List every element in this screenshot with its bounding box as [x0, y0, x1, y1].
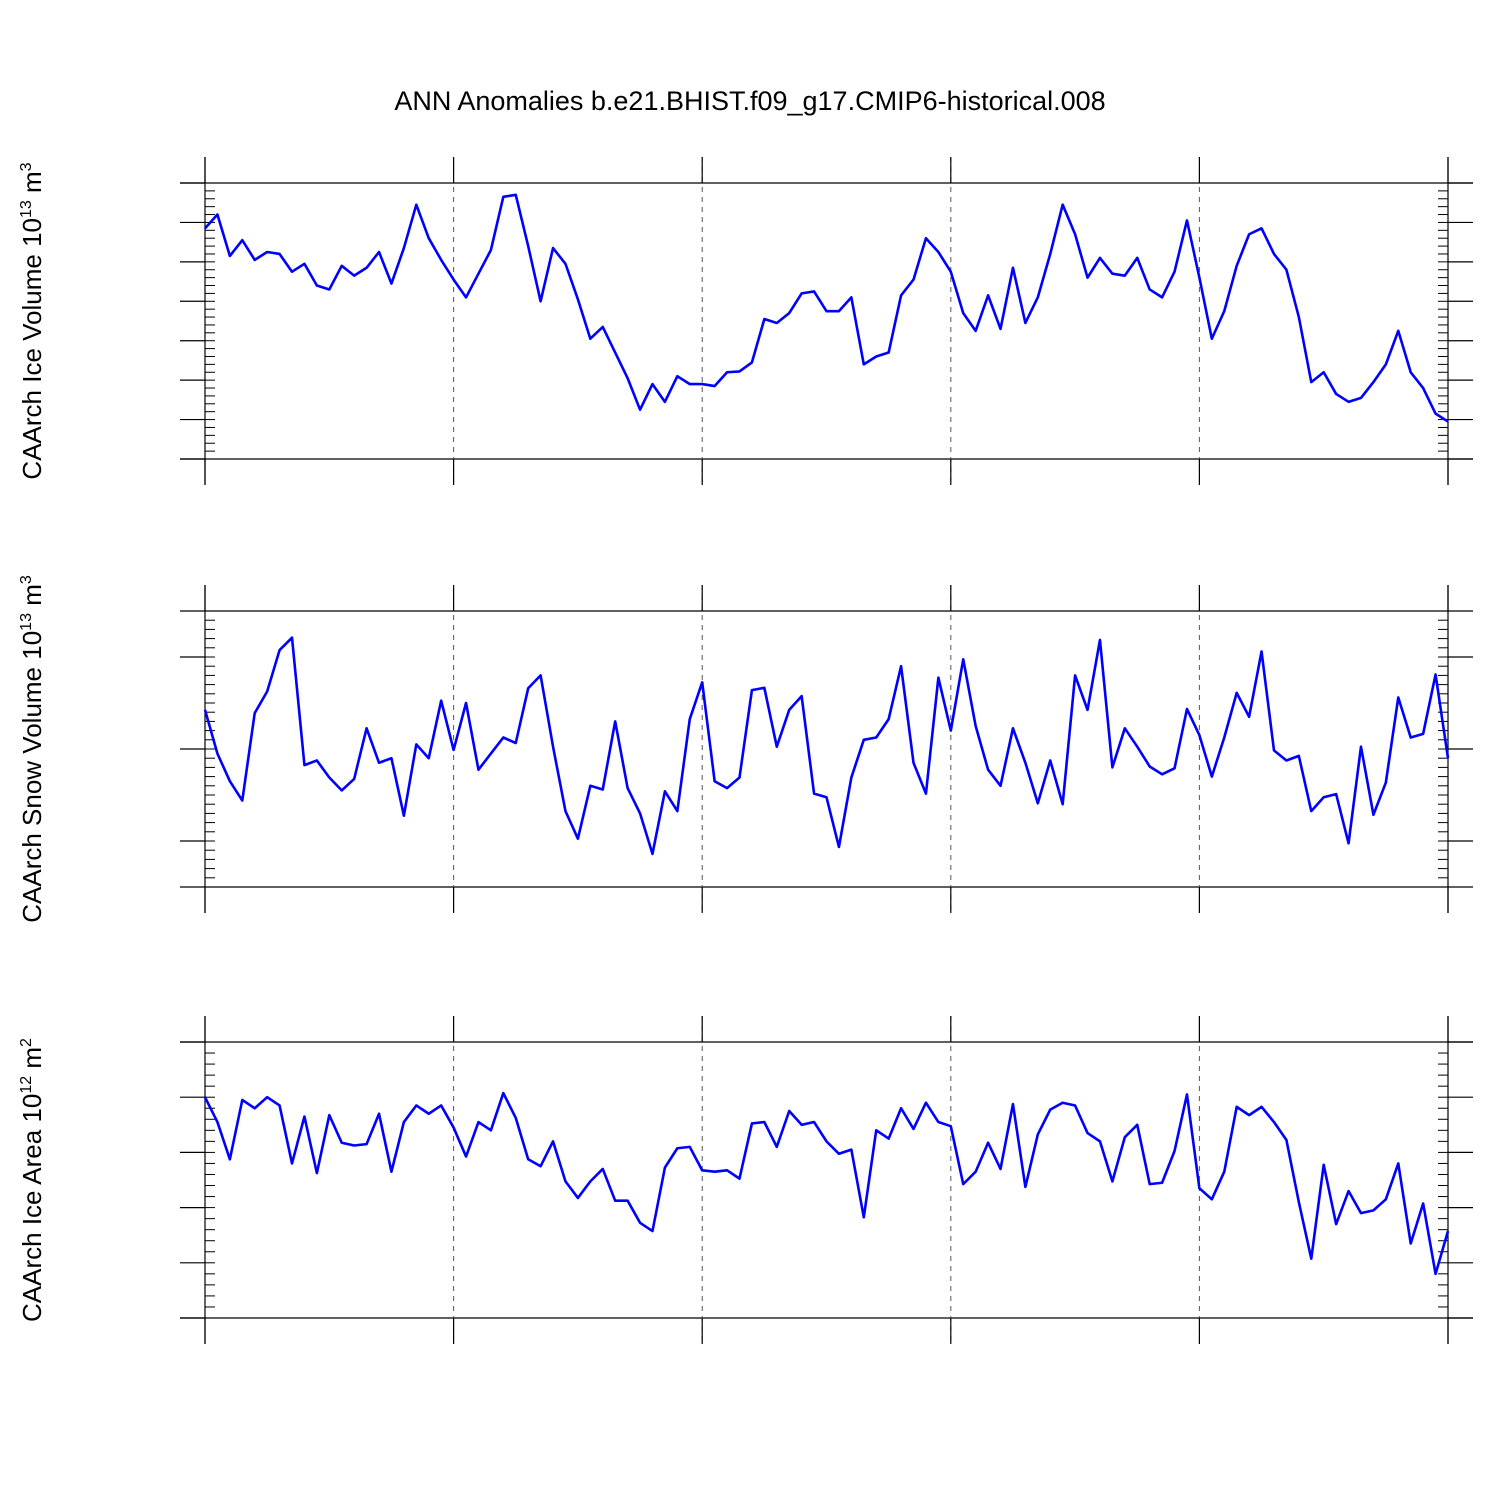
series-line-snow_volume [203, 636, 1450, 856]
ylab-exponent: 13 [18, 200, 35, 218]
ylab-unit-exponent: 3 [18, 162, 35, 171]
ylab-exponent: 13 [18, 613, 35, 631]
chart-panel-1: CAArch Ice Volume 1013 m3 [17, 157, 1473, 485]
ylab-text: CAArch Ice Area 10 [17, 1094, 47, 1322]
series-line-ice_volume [204, 193, 1449, 423]
ylab-text: CAArch Ice Volume 10 [17, 218, 47, 480]
ylab-unit: m [17, 1047, 47, 1076]
ylab-text: CAArch Snow Volume 10 [17, 631, 47, 923]
ylab-unit-exponent: 3 [18, 575, 35, 584]
y-axis-title: CAArch Ice Area 1012 m2 [17, 1038, 47, 1322]
y-axis-title: CAArch Ice Volume 1013 m3 [17, 162, 47, 479]
chart-panel-3: CAArch Ice Area 1012 m2 [17, 1016, 1473, 1344]
ylab-unit: m [17, 171, 47, 200]
ylab-unit: m [17, 584, 47, 613]
chart-panel-2: CAArch Snow Volume 1013 m3 [17, 575, 1473, 923]
chart-title: ANN Anomalies b.e21.BHIST.f09_g17.CMIP6-… [394, 86, 1105, 116]
ylab-unit-exponent: 2 [18, 1038, 35, 1047]
y-axis-title: CAArch Snow Volume 1013 m3 [17, 575, 47, 923]
series-line-ice_area [203, 1091, 1450, 1276]
ylab-exponent: 12 [18, 1076, 35, 1094]
